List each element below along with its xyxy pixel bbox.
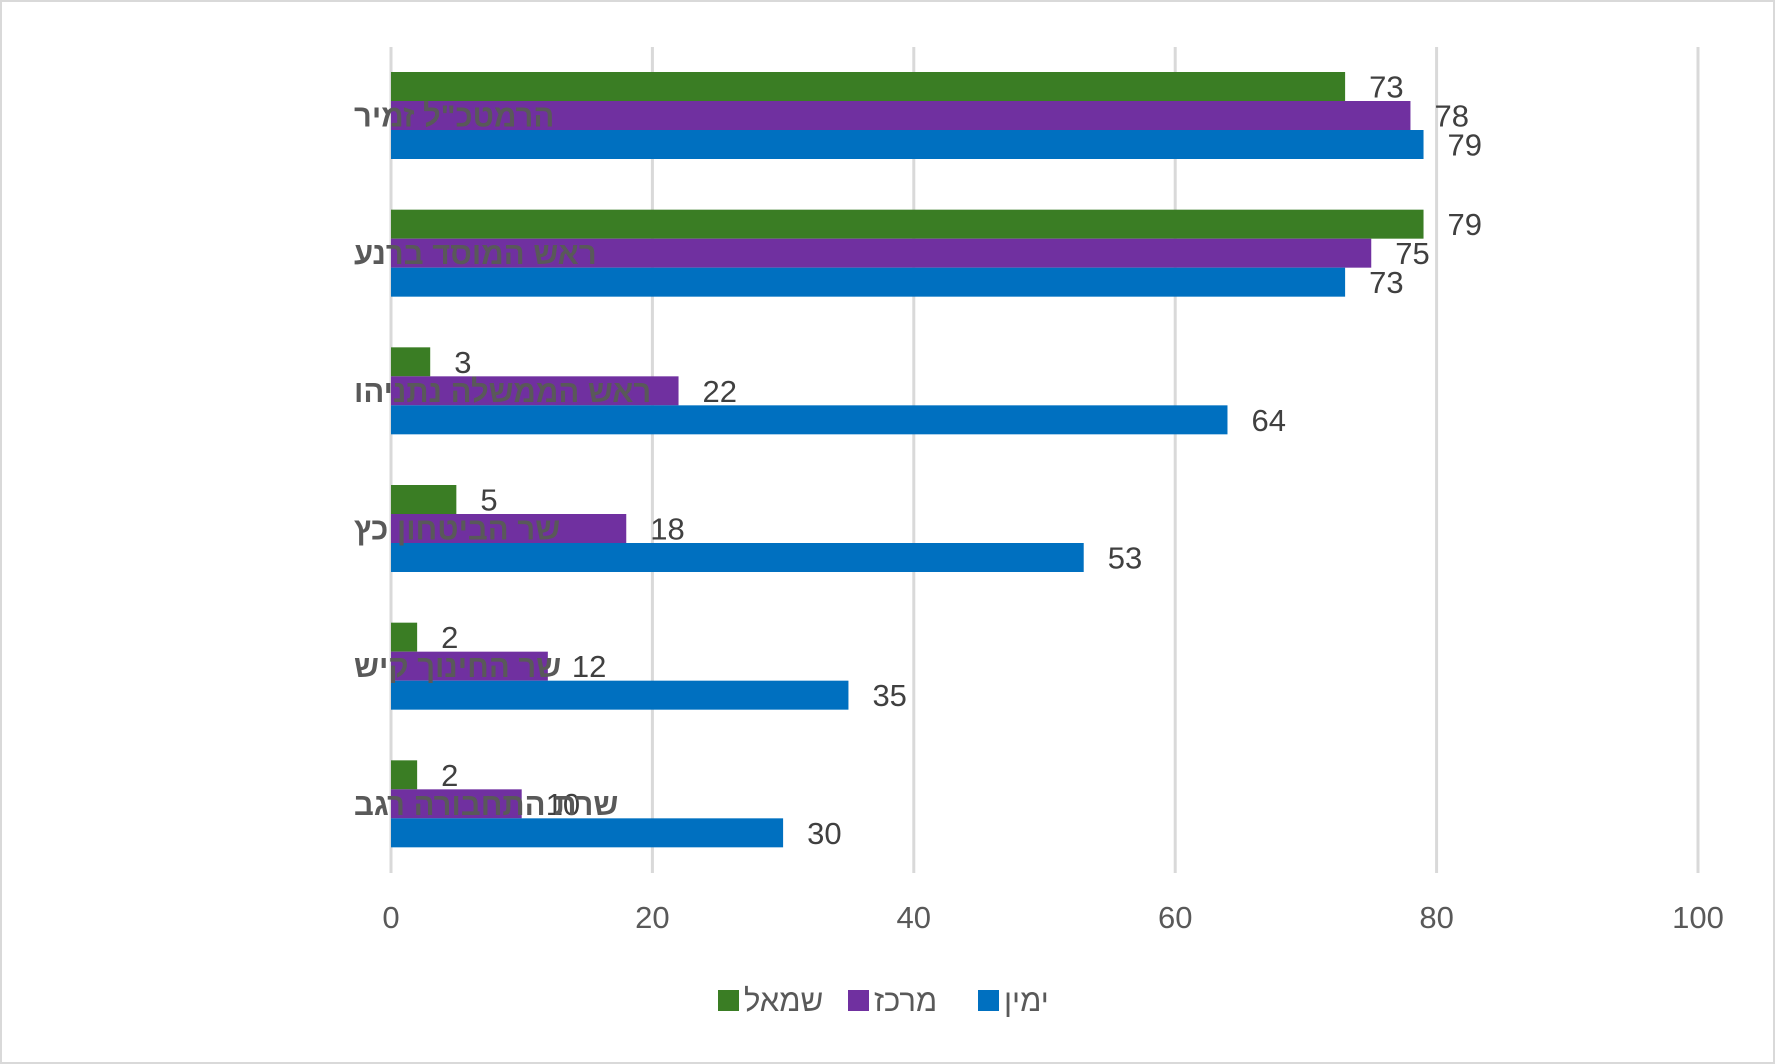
bar-ימין-1 [391, 267, 1346, 297]
x-tick-label-60: 60 [1158, 900, 1192, 935]
bar-מרכז-5 [391, 789, 522, 819]
legend-label-מרכז: מרכז [874, 983, 937, 1018]
bar-שמאל-4 [391, 622, 418, 652]
category-label-3: שר הביטחון כץ [354, 512, 560, 547]
bar-שמאל-5 [391, 760, 418, 790]
x-tick-label-80: 80 [1419, 900, 1453, 935]
data-label-מרכז-3: 18 [650, 512, 684, 547]
legend-label-ימין: ימין [1004, 983, 1049, 1018]
data-label-מרכז-4: 12 [572, 649, 606, 684]
bar-שמאל-2 [391, 347, 431, 377]
bar-ימין-2 [391, 405, 1228, 435]
data-label-ימין-5: 30 [807, 816, 841, 851]
data-label-שמאל-2: 3 [454, 345, 471, 380]
legend-swatch-מרכז [848, 990, 869, 1011]
x-tick-label-0: 0 [382, 900, 399, 935]
data-label-ימין-1: 73 [1369, 265, 1403, 300]
data-label-מרכז-2: 22 [703, 374, 737, 409]
category-label-5: שרת התחבורה רגב [354, 787, 618, 822]
bar-שמאל-0 [391, 72, 1346, 101]
legend-label-שמאל: שמאל [744, 983, 823, 1018]
data-label-שמאל-4: 2 [441, 620, 458, 655]
category-label-0: הרמטכ"ל זמיר [354, 99, 554, 134]
bar-מרכז-2 [391, 376, 679, 406]
data-label-שמאל-3: 5 [480, 483, 497, 518]
bar-מרכז-1 [391, 238, 1372, 268]
data-label-ימין-4: 35 [872, 678, 906, 713]
data-label-מרכז-5: 10 [546, 787, 580, 822]
bar-מרכז-0 [391, 101, 1411, 130]
category-label-2: ראש הממשלה נתניהו [354, 374, 651, 409]
data-label-ימין-0: 79 [1448, 128, 1482, 163]
category-label-4: שר החינוך קיש [354, 649, 561, 684]
bar-ימין-3 [391, 543, 1084, 572]
data-label-מרכז-1: 75 [1395, 236, 1429, 271]
legend-swatch-ימין [978, 990, 999, 1011]
bar-מרכז-4 [391, 651, 548, 681]
bar-ימין-4 [391, 680, 849, 710]
data-label-שמאל-0: 73 [1369, 70, 1403, 105]
data-label-שמאל-5: 2 [441, 758, 458, 793]
data-label-שמאל-1: 79 [1448, 207, 1482, 242]
x-tick-label-20: 20 [635, 900, 669, 935]
bar-שמאל-1 [391, 209, 1424, 239]
data-label-ימין-3: 53 [1108, 541, 1142, 576]
data-label-ימין-2: 64 [1251, 403, 1285, 438]
data-label-מרכז-0: 78 [1434, 99, 1468, 134]
x-tick-label-100: 100 [1672, 900, 1724, 935]
bar-ימין-5 [391, 818, 784, 848]
category-label-1: ראש המוסד ברנע [354, 236, 597, 271]
x-tick-label-40: 40 [897, 900, 931, 935]
bar-מרכז-3 [391, 514, 627, 543]
bar-ימין-0 [391, 130, 1424, 159]
legend-swatch-שמאל [718, 990, 739, 1011]
bar-שמאל-3 [391, 485, 457, 514]
